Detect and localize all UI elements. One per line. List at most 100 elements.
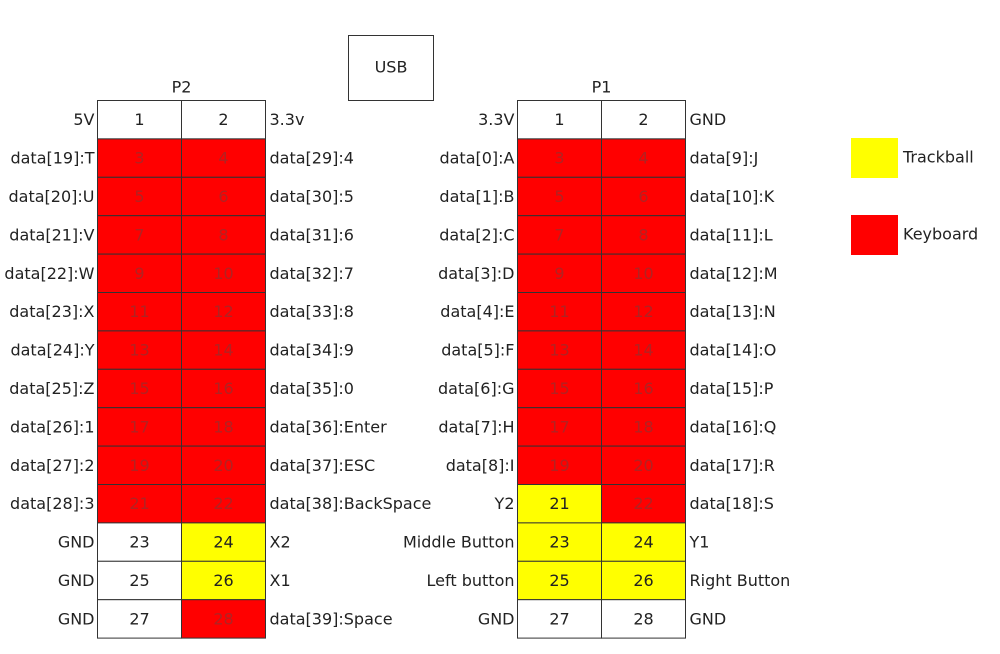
legend-label: Trackball: [902, 148, 974, 167]
pin-cell: [517, 484, 602, 524]
pin-right-label: data[15]:P: [690, 379, 774, 398]
pin-number: 1: [134, 110, 144, 129]
pin-cell: [97, 407, 182, 447]
pin-cell: [97, 292, 182, 332]
pin-number: 8: [638, 225, 648, 244]
pin-number: 6: [638, 187, 648, 206]
pin-left-label: data[4]:E: [440, 302, 514, 321]
pin-left-label: GND: [58, 533, 95, 552]
pin-number: 18: [213, 417, 233, 436]
pin-number: 16: [213, 379, 233, 398]
pin-right-label: X2: [270, 533, 291, 552]
pin-left-label: data[0]:A: [439, 149, 514, 168]
pin-cell: [181, 560, 266, 601]
pin-cell: [97, 176, 182, 217]
header-title: P1: [592, 78, 612, 97]
pin-number: 2: [638, 110, 648, 129]
pin-right-label: GND: [690, 609, 727, 628]
pin-right-label: data[38]:BackSpace: [270, 494, 432, 513]
pin-number: 25: [129, 571, 149, 590]
pin-cell: [181, 100, 266, 140]
usb-box: [348, 35, 434, 101]
pin-cell: [181, 253, 266, 294]
pin-left-label: data[28]:3: [10, 494, 94, 513]
pin-number: 3: [134, 149, 144, 168]
pin-cell: [517, 330, 602, 370]
pin-number: 4: [638, 149, 648, 168]
pin-cell: [97, 215, 182, 255]
pin-cell: [181, 599, 266, 639]
pin-cell: [517, 560, 602, 601]
pin-cell: [601, 368, 686, 409]
pin-left-label: data[26]:1: [10, 417, 94, 436]
pin-left-label: data[21]:V: [9, 225, 94, 244]
pin-left-label: data[25]:Z: [9, 379, 94, 398]
pin-cell: [181, 445, 266, 486]
pin-cell: [517, 292, 602, 332]
pin-left-label: data[24]:Y: [10, 341, 94, 360]
pin-number: 16: [633, 379, 653, 398]
pin-cell: [97, 445, 182, 486]
pin-cell: [601, 560, 686, 601]
legend-swatch: [851, 215, 898, 255]
pin-right-label: X1: [270, 571, 291, 590]
pin-left-label: data[27]:2: [10, 456, 94, 475]
pin-right-label: data[12]:M: [690, 264, 778, 283]
pin-cell: [517, 445, 602, 486]
pin-number: 28: [213, 609, 233, 628]
pin-right-label: data[14]:O: [690, 341, 777, 360]
pin-cell: [97, 368, 182, 409]
pin-right-label: data[10]:K: [690, 187, 775, 206]
pin-right-label: data[39]:Space: [270, 609, 393, 628]
pin-number: 17: [549, 417, 569, 436]
pin-right-label: data[31]:6: [270, 225, 354, 244]
pin-cell: [517, 407, 602, 447]
pin-right-label: data[17]:R: [690, 456, 775, 475]
pin-number: 10: [213, 264, 233, 283]
pin-left-label: data[5]:F: [441, 341, 514, 360]
pin-number: 21: [129, 494, 149, 513]
pin-right-label: data[36]:Enter: [270, 417, 388, 436]
pin-number: 27: [549, 609, 569, 628]
pin-right-label: data[13]:N: [690, 302, 776, 321]
pin-number: 14: [633, 341, 653, 360]
pin-left-label: GND: [58, 571, 95, 590]
pin-cell: [601, 599, 686, 639]
pin-number: 20: [633, 456, 653, 475]
pin-number: 26: [633, 571, 653, 590]
pin-cell: [97, 484, 182, 524]
pin-number: 24: [213, 533, 233, 552]
pin-cell: [181, 484, 266, 524]
pin-cell: [601, 253, 686, 294]
pin-cell: [601, 138, 686, 178]
pin-left-label: Left button: [427, 571, 515, 590]
pin-cell: [181, 368, 266, 409]
pin-left-label: Y2: [494, 494, 515, 513]
pin-number: 20: [213, 456, 233, 475]
pin-right-label: GND: [690, 110, 727, 129]
pin-number: 9: [134, 264, 144, 283]
pin-number: 6: [218, 187, 228, 206]
pin-left-label: 5V: [73, 110, 94, 129]
pin-number: 17: [129, 417, 149, 436]
pin-left-label: Middle Button: [403, 533, 515, 552]
pin-right-label: 3.3v: [270, 110, 305, 129]
pin-left-label: data[22]:W: [4, 264, 94, 283]
pin-left-label: data[20]:U: [9, 187, 95, 206]
pin-number: 24: [633, 533, 653, 552]
pin-cell: [601, 445, 686, 486]
pin-number: 13: [129, 341, 149, 360]
pin-number: 23: [129, 533, 149, 552]
pin-number: 14: [213, 341, 233, 360]
pin-left-label: data[7]:H: [438, 417, 514, 436]
pin-cell: [601, 215, 686, 255]
pin-number: 11: [129, 302, 149, 321]
pin-right-label: data[16]:Q: [690, 417, 777, 436]
pin-left-label: data[6]:G: [438, 379, 515, 398]
pin-right-label: data[33]:8: [270, 302, 354, 321]
pin-number: 5: [554, 187, 564, 206]
pin-number: 28: [633, 609, 653, 628]
pin-left-label: data[23]:X: [9, 302, 94, 321]
pin-number: 2: [218, 110, 228, 129]
